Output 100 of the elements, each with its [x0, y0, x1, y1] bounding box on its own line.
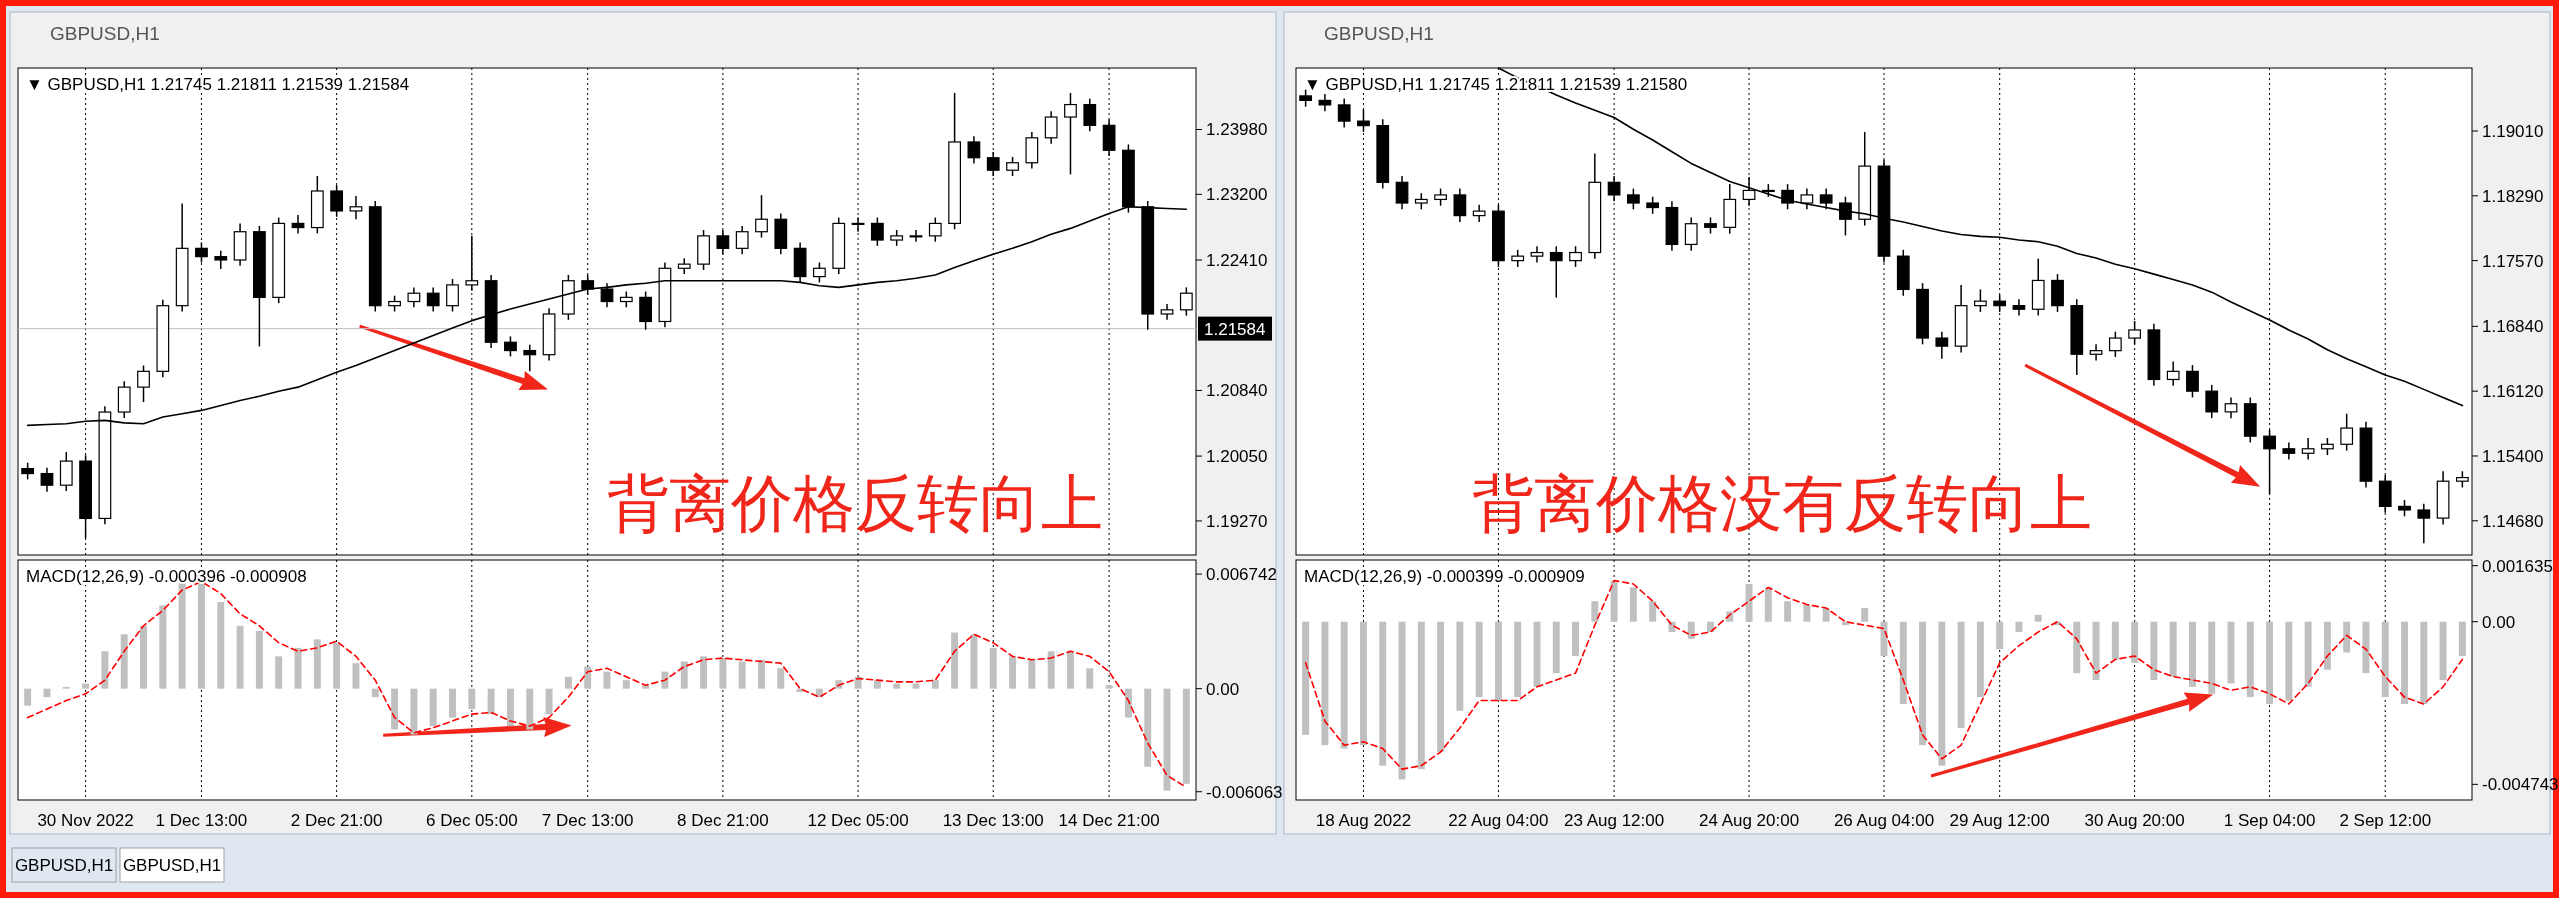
bar: [1687, 621, 1695, 639]
candlestick: [909, 229, 923, 243]
bar: [1552, 621, 1560, 674]
bar: [1086, 668, 1094, 689]
bar: [1514, 621, 1522, 698]
candlestick: [1839, 195, 1852, 237]
text: GBPUSD,H1: [1324, 23, 1434, 44]
annotation: 背离价格反转向上: [607, 469, 1103, 538]
bar: [43, 688, 51, 698]
text: GBPUSD,H1: [122, 856, 222, 875]
candlestick: [600, 282, 614, 309]
bar: [680, 661, 688, 689]
bar: [584, 666, 592, 689]
bar: [564, 676, 572, 689]
x-tick-label: 1 Dec 13:00: [155, 811, 248, 830]
bar: [970, 634, 978, 689]
bar: [449, 688, 456, 718]
bar: [2285, 621, 2293, 701]
bar: [1340, 621, 1348, 749]
bar: [2034, 614, 2042, 622]
bar: [1919, 621, 1927, 746]
bar: [1861, 608, 1869, 622]
bar: [1957, 621, 1965, 728]
y-tick-label: 1.18290: [2482, 186, 2544, 206]
bar: [2092, 621, 2100, 680]
bar: [2208, 621, 2216, 694]
bar: [1302, 621, 1310, 735]
bar: [893, 683, 901, 689]
bar: [1610, 580, 1618, 622]
candlestick: [504, 335, 517, 358]
text: GBPUSD,H1: [50, 23, 160, 44]
candlestick: [2205, 384, 2219, 419]
bar: [1629, 587, 1637, 622]
bar: [275, 656, 283, 689]
candlestick: [967, 135, 981, 165]
bar: [1144, 688, 1152, 767]
bar: [2188, 621, 2196, 687]
bar: [2169, 621, 2177, 677]
bar: [2458, 621, 2466, 656]
candlestick: [2340, 412, 2354, 452]
bar: [2015, 621, 2023, 632]
y-tick-label: 1.22410: [1206, 250, 1268, 270]
bar: [236, 625, 244, 689]
bar: [1784, 601, 1792, 622]
candlestick: [1819, 187, 1833, 211]
bar: [2111, 621, 2119, 660]
x-tick-label: 13 Dec 13:00: [942, 811, 1044, 830]
candlestick: [986, 151, 1000, 177]
x-tick-label: 29 Aug 12:00: [1949, 811, 2050, 830]
y-tick-label: 1.14680: [2482, 511, 2544, 531]
bar: [2362, 621, 2370, 674]
bar: [2381, 621, 2389, 698]
bar: [24, 688, 32, 706]
bar: [101, 651, 109, 689]
candlestick: [137, 364, 150, 403]
bar: [2246, 621, 2254, 698]
candlestick: [1395, 175, 1409, 211]
candlestick: [1044, 110, 1058, 145]
candlestick: [2224, 396, 2238, 419]
candlestick: [1800, 187, 1814, 211]
bar: [391, 688, 399, 730]
bar: [2401, 621, 2408, 704]
candlestick: [813, 261, 826, 284]
candlestick: [291, 214, 305, 235]
candlestick: [40, 466, 54, 493]
candlestick: [2108, 331, 2122, 358]
y-tick-label: -0.006063: [1206, 782, 1283, 802]
candlestick: [755, 194, 768, 239]
x-tick-label: 22 Aug 04:00: [1448, 811, 1549, 830]
y-tick-label: 1.15400: [2482, 446, 2544, 466]
bar: [2420, 621, 2428, 704]
x-tick-label: 26 Aug 04:00: [1833, 811, 1935, 830]
candlestick: [735, 225, 749, 255]
candlestick: [1684, 216, 1698, 252]
bar: [1494, 621, 1502, 701]
bar: [1379, 621, 1387, 766]
candlestick: [1626, 187, 1640, 211]
x-tick-label: 1 Sep 04:00: [2223, 811, 2316, 830]
candlestick: [1549, 245, 1563, 299]
y-tick-label: 1.17570: [2482, 251, 2544, 271]
bar: [140, 625, 147, 689]
x-tick-label: 6 Dec 05:00: [425, 811, 518, 830]
candlestick: [1064, 92, 1077, 176]
x-tick-label: 24 Aug 20:00: [1698, 811, 1800, 830]
text: GBPUSD,H1: [14, 856, 114, 875]
bar: [1764, 587, 1772, 622]
bar: [545, 688, 553, 715]
candlestick: [1742, 176, 1756, 207]
bar: [487, 688, 495, 715]
candlestick: [1530, 245, 1544, 264]
candlestick: [426, 286, 440, 313]
candlestick: [2012, 298, 2026, 317]
bar: [429, 688, 437, 727]
bar: [120, 634, 128, 689]
candlestick: [870, 216, 884, 247]
candlestick: [2282, 441, 2296, 461]
bar: [178, 583, 186, 689]
bar: [1163, 688, 1171, 791]
bar: [951, 632, 959, 689]
y-tick-label: 1.16120: [2482, 382, 2544, 402]
